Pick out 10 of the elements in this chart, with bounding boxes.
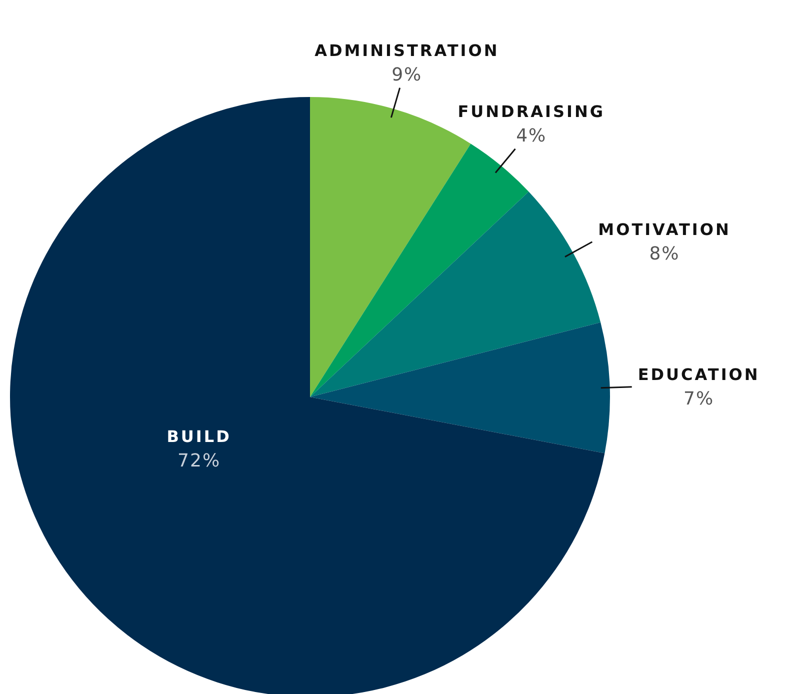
slice-label: ADMINISTRATION: [314, 40, 500, 60]
slice-label: BUILD: [166, 426, 232, 446]
data-label: 7%: [684, 388, 714, 410]
data-label: 4%: [516, 126, 547, 147]
data-label: 9%: [392, 64, 422, 86]
data-label: 72%: [178, 450, 221, 472]
slice-label: FUNDRAISING: [458, 102, 605, 122]
slice-label: MOTIVATION: [598, 220, 731, 240]
data-label: 8%: [649, 244, 680, 265]
slice-label: EDUCATION: [638, 365, 760, 384]
